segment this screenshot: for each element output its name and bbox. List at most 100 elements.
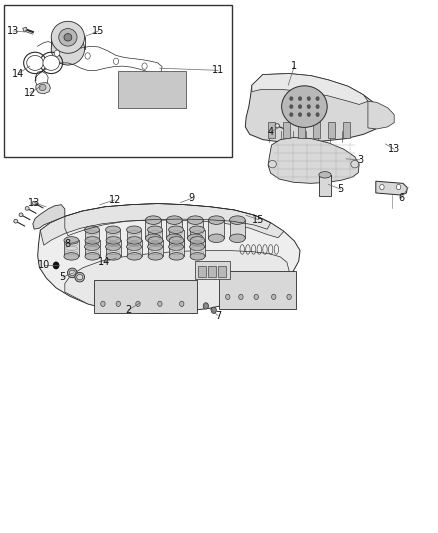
Circle shape: [54, 50, 60, 56]
Ellipse shape: [75, 272, 85, 282]
Polygon shape: [252, 74, 368, 104]
Text: 13: 13: [7, 26, 19, 36]
Circle shape: [158, 301, 162, 306]
Bar: [319, 175, 331, 196]
Ellipse shape: [64, 237, 79, 244]
Text: 8: 8: [65, 239, 71, 249]
Text: 5: 5: [60, 272, 66, 282]
Text: 6: 6: [398, 193, 404, 203]
Text: 4: 4: [268, 127, 274, 137]
Ellipse shape: [351, 160, 359, 168]
Text: 15: 15: [252, 215, 265, 224]
Bar: [64, 240, 79, 256]
Circle shape: [254, 294, 258, 300]
Ellipse shape: [106, 243, 120, 251]
Circle shape: [272, 294, 276, 300]
Circle shape: [180, 301, 184, 306]
Circle shape: [113, 58, 119, 64]
Ellipse shape: [148, 243, 162, 251]
Text: 9: 9: [189, 193, 195, 203]
Ellipse shape: [64, 253, 79, 260]
Text: 13: 13: [28, 198, 40, 207]
Text: 15: 15: [92, 26, 105, 36]
Circle shape: [203, 303, 208, 309]
Bar: [106, 240, 121, 256]
Ellipse shape: [230, 216, 245, 224]
Text: 10: 10: [38, 261, 50, 270]
Ellipse shape: [190, 226, 205, 233]
Bar: [4, 5, 232, 157]
Bar: [268, 122, 275, 138]
Polygon shape: [33, 205, 65, 229]
Bar: [218, 266, 226, 277]
Circle shape: [142, 63, 147, 69]
Text: 2: 2: [125, 305, 131, 315]
Bar: [145, 220, 161, 238]
Bar: [148, 230, 162, 247]
Circle shape: [136, 301, 140, 306]
Ellipse shape: [169, 253, 184, 260]
Bar: [198, 266, 206, 277]
Ellipse shape: [27, 55, 43, 70]
Ellipse shape: [67, 268, 77, 278]
Circle shape: [290, 105, 293, 108]
Ellipse shape: [187, 216, 203, 224]
Ellipse shape: [127, 237, 142, 244]
Bar: [148, 240, 163, 256]
Circle shape: [316, 97, 319, 100]
Ellipse shape: [169, 226, 184, 233]
Bar: [187, 220, 203, 238]
Ellipse shape: [166, 216, 182, 224]
Polygon shape: [23, 27, 27, 31]
Circle shape: [116, 301, 120, 306]
Polygon shape: [368, 101, 394, 129]
Ellipse shape: [127, 226, 141, 233]
Ellipse shape: [32, 201, 36, 205]
Circle shape: [226, 294, 230, 300]
Bar: [208, 220, 224, 238]
Ellipse shape: [145, 234, 161, 243]
Polygon shape: [36, 83, 50, 94]
Circle shape: [290, 97, 293, 100]
Ellipse shape: [169, 237, 184, 244]
Ellipse shape: [187, 234, 203, 243]
Circle shape: [211, 307, 216, 313]
Ellipse shape: [268, 160, 276, 168]
Ellipse shape: [85, 243, 99, 251]
Ellipse shape: [190, 253, 205, 260]
Ellipse shape: [127, 243, 141, 251]
Ellipse shape: [43, 55, 60, 70]
Circle shape: [287, 294, 291, 300]
Bar: [166, 220, 182, 238]
Bar: [118, 71, 186, 108]
Ellipse shape: [190, 243, 205, 251]
Ellipse shape: [148, 226, 162, 233]
Bar: [298, 122, 305, 138]
Ellipse shape: [190, 237, 205, 244]
Circle shape: [307, 97, 310, 100]
Ellipse shape: [14, 220, 18, 223]
Ellipse shape: [166, 234, 182, 243]
Ellipse shape: [145, 216, 161, 224]
Bar: [127, 230, 141, 247]
Bar: [169, 240, 184, 256]
Ellipse shape: [148, 253, 163, 260]
Bar: [190, 230, 205, 247]
Bar: [195, 261, 230, 279]
Circle shape: [380, 184, 384, 190]
Text: 14: 14: [12, 69, 25, 78]
Circle shape: [239, 294, 243, 300]
Ellipse shape: [106, 253, 121, 260]
Bar: [127, 240, 142, 256]
Ellipse shape: [77, 274, 83, 280]
Ellipse shape: [85, 226, 99, 233]
Ellipse shape: [275, 124, 279, 128]
Circle shape: [299, 105, 301, 108]
Circle shape: [307, 105, 310, 108]
Ellipse shape: [106, 226, 120, 233]
Bar: [283, 122, 290, 138]
Text: 14: 14: [98, 257, 110, 267]
Ellipse shape: [51, 21, 85, 53]
Ellipse shape: [169, 243, 184, 251]
Text: 7: 7: [215, 311, 221, 320]
